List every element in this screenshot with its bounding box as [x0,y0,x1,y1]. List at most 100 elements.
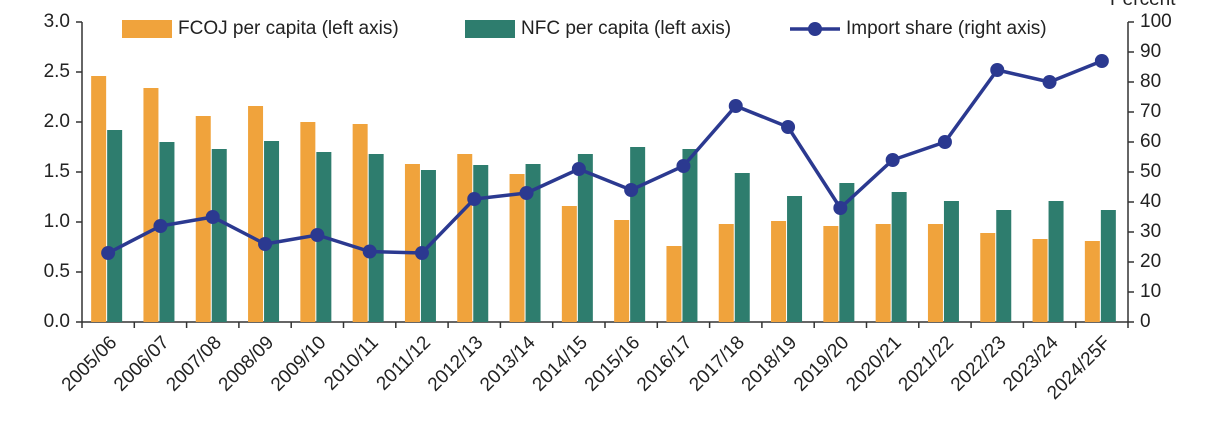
bar [980,233,996,322]
bar [823,226,839,322]
x-tick-label: 2021/22 [895,332,958,395]
y-tick-label: 0.5 [44,261,70,282]
bar [300,122,316,322]
x-tick-label: 2022/23 [947,332,1010,395]
bar [91,76,107,322]
x-tick-label: 2006/07 [110,332,173,395]
legend-label: NFC per capita (left axis) [521,18,731,39]
y2-tick-label: 20 [1140,251,1161,272]
bar [143,88,159,322]
bar [473,165,489,322]
line-marker [1042,75,1057,89]
line-marker [728,99,743,113]
x-tick-label: 2010/11 [320,332,382,394]
y2-tick-label: 100 [1140,11,1172,32]
legend-swatch [808,22,822,36]
bar [107,130,123,322]
line-marker [571,162,586,176]
y2-tick-label: 40 [1140,191,1161,212]
x-tick-label: 2008/09 [215,332,278,395]
y2-axis-label: Percent [1110,0,1176,10]
line-marker [937,135,952,149]
line-marker [153,219,168,233]
line-marker [467,192,482,206]
bar [352,124,368,322]
line-marker [205,210,220,224]
y2-tick-label: 90 [1140,41,1161,62]
y-tick-label: 3.0 [44,11,70,32]
line-marker [362,244,377,259]
y-tick-label: 2.0 [44,111,70,132]
bar [839,183,855,322]
bar [1048,201,1064,322]
line-marker [414,246,429,260]
bar [1084,241,1100,322]
legend-label: FCOJ per capita (left axis) [178,18,399,39]
x-tick-label: 2019/20 [790,332,853,395]
bar [525,164,541,322]
x-tick-label: 2016/17 [633,332,696,395]
bar [159,142,175,322]
x-tick-label: 2009/10 [267,332,330,395]
bar [734,173,750,322]
line-marker [781,120,796,134]
bar [682,149,698,322]
bar [771,221,787,322]
x-tick-label: 2011/12 [373,332,435,394]
bar [211,149,227,322]
y2-tick-label: 80 [1140,71,1161,92]
x-tick-label: 2017/18 [685,332,748,395]
line-marker [624,183,639,197]
legend-label: Import share (right axis) [846,18,1047,39]
bar [630,147,646,322]
line-marker [990,63,1005,77]
bar [891,192,907,322]
line-marker [519,186,534,200]
y-tick-label: 1.0 [44,211,70,232]
line-marker [833,201,848,215]
bar [404,164,420,322]
y-tick-label: 1.5 [44,161,70,182]
bar [666,246,682,322]
x-tick-label: 2012/13 [424,332,487,395]
bar [996,210,1012,322]
x-tick-label: 2020/21 [842,332,905,395]
bar [248,106,264,322]
bar [577,154,593,322]
y2-tick-label: 10 [1140,281,1161,302]
line-marker [101,246,116,260]
x-tick-label: 2013/14 [476,332,540,396]
line-marker [310,228,325,242]
bar [718,224,734,322]
line-marker [885,153,900,167]
y-tick-label: 0.0 [44,311,70,332]
x-tick-label: 2015/16 [581,332,644,395]
bar [1100,210,1116,322]
line [107,59,1103,255]
line-marker [258,237,273,251]
bar [457,154,473,322]
bar [875,224,891,322]
bar [1032,239,1048,322]
y2-tick-label: 60 [1140,131,1161,152]
legend-swatch [465,20,515,38]
legend-swatch [122,20,172,38]
bar [787,196,803,322]
x-tick-label: 2014/15 [529,332,592,395]
bar [264,141,280,322]
line-marker [1094,54,1109,68]
line-marker [676,159,691,173]
x-tick-label: 2018/19 [738,332,801,395]
bar [927,224,943,322]
y2-tick-label: 0 [1140,311,1151,332]
y2-tick-label: 50 [1140,161,1161,182]
x-tick-label: 2007/08 [162,332,225,395]
bar [509,174,525,322]
y2-tick-label: 70 [1140,101,1161,122]
y-tick-label: 2.5 [44,61,70,82]
bar [943,201,959,322]
bar [561,206,577,322]
y2-tick-label: 30 [1140,221,1161,242]
bar [614,220,630,322]
